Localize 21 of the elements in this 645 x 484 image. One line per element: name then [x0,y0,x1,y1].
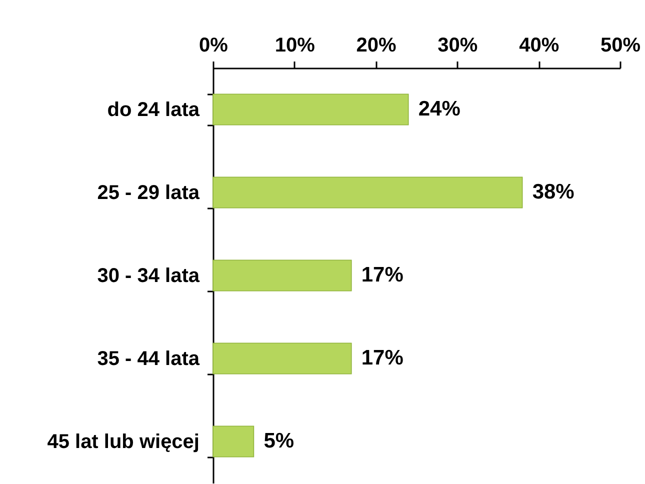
x-tick-label: 50% [600,34,641,56]
y-tick-label: 25 - 29 lata [97,182,200,204]
bar [212,426,254,458]
data-label: 38% [532,180,575,204]
x-tick-label: 0% [199,34,228,56]
data-label: 24% [418,98,461,120]
x-tick-label: 10% [274,34,316,56]
bar [212,260,352,292]
bar [212,94,409,126]
bar [212,342,352,374]
x-tick-label: 40% [519,34,560,56]
y-tick-label: do 24 lata [107,99,200,121]
data-label: 17% [361,264,404,286]
data-label: 5% [264,430,294,452]
x-tick-label: 20% [356,34,397,56]
data-label: 17% [361,346,404,370]
bar [212,176,523,208]
x-tick-label: 30% [438,34,478,56]
y-tick-label: 45 lat lub więcej [47,431,200,453]
y-tick-label: 35 - 44 lata [97,348,200,370]
y-tick-label: 30 - 34 lata [97,265,200,287]
